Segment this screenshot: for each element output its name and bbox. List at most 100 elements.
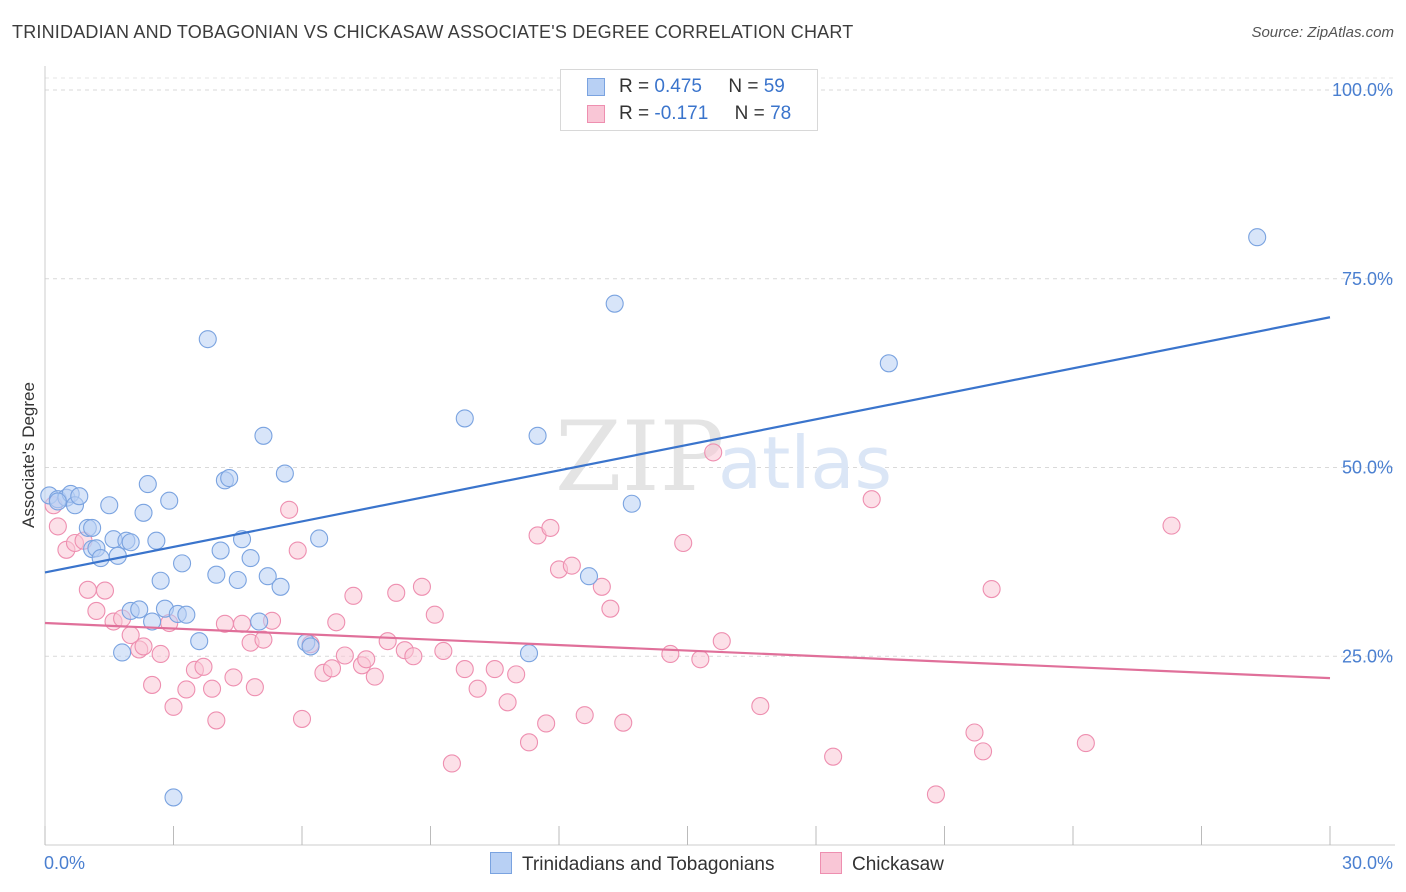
trinidadian-point: [138, 475, 157, 494]
chickasaw-point: [412, 577, 431, 596]
chickasaw-point: [378, 632, 397, 651]
chickasaw-point: [455, 660, 474, 679]
trinidadian-point: [121, 533, 140, 552]
watermark-zip: ZIP: [555, 401, 724, 513]
chickasaw-point: [387, 583, 406, 602]
chickasaw-point: [519, 733, 539, 752]
chickasaw-point: [691, 650, 710, 669]
bottom-legend-swatch-trinidadian: [490, 852, 512, 874]
chickasaw-point: [442, 754, 461, 773]
trinidadian-point: [100, 496, 119, 515]
chickasaw-point: [134, 637, 153, 656]
trinidadian-point: [579, 567, 599, 586]
chickasaw-point: [292, 709, 312, 728]
trinidadian-point: [879, 354, 898, 373]
trinidadian-point: [130, 600, 149, 619]
chickasaw-point: [965, 723, 984, 742]
trinidadian-point: [198, 330, 217, 349]
y-axis-label: Associate's Degree: [19, 382, 38, 528]
chickasaw-point: [973, 742, 993, 761]
chickasaw-point: [926, 785, 945, 804]
trinidadian-point: [271, 577, 290, 596]
chickasaw-point: [614, 713, 633, 732]
trinidadian-point: [160, 491, 179, 510]
legend-r-value: -0.171: [654, 103, 709, 124]
chickasaw-point: [425, 605, 444, 624]
trinidadian-point: [220, 469, 239, 488]
chickasaw-point: [280, 500, 299, 519]
legend-n-value: 78: [770, 103, 792, 124]
chickasaw-point: [78, 580, 97, 599]
chickasaw-trend-line: [44, 621, 1331, 680]
chickasaw-point: [1162, 516, 1181, 535]
trinidadian-point: [605, 294, 624, 313]
trinidadian-point: [622, 494, 641, 513]
axes: [44, 66, 1395, 846]
trinidadian-point: [134, 503, 153, 522]
trinidadian-point: [83, 518, 102, 537]
chickasaw-point: [95, 581, 115, 600]
chickasaw-point: [207, 711, 226, 730]
y-tick-label: 25.0%: [1342, 646, 1393, 666]
chickasaw-point: [335, 646, 354, 665]
bottom-legend-trinidadian: Trinidadians and Tobagonians: [490, 852, 774, 876]
chickasaw-point: [537, 714, 556, 733]
chickasaw-point: [344, 586, 363, 605]
chickasaw-point: [507, 665, 526, 684]
legend-n-value: 59: [763, 76, 785, 97]
trinidadian-point: [519, 644, 539, 663]
trinidadian-point: [310, 529, 329, 548]
chickasaw-point: [485, 660, 504, 679]
chickasaw-point: [498, 693, 517, 712]
grid-lines: [45, 77, 1395, 657]
chart-title: TRINIDADIAN AND TOBAGONIAN VS CHICKASAW …: [12, 22, 854, 42]
x-tick-label: 0.0%: [44, 853, 85, 873]
legend-r-label: R =: [619, 103, 650, 124]
bottom-legend-label-trinidadian: Trinidadians and Tobagonians: [522, 854, 775, 875]
trinidadian-point: [258, 567, 277, 586]
chickasaw-point: [194, 657, 213, 676]
bottom-legend-swatch-chickasaw: [820, 852, 842, 874]
chickasaw-point: [982, 580, 1001, 599]
chickasaw-point: [357, 650, 376, 669]
chickasaw-point: [704, 443, 723, 462]
trinidadian-point: [207, 565, 226, 584]
legend-swatch-trinidadian: [587, 78, 605, 96]
chickasaw-point: [674, 533, 693, 553]
chickasaw-point: [48, 517, 67, 536]
y-tick-label: 100.0%: [1332, 80, 1393, 100]
chickasaw-point: [87, 601, 106, 621]
legend-r-label: R =: [619, 76, 650, 97]
chickasaw-point: [1076, 734, 1095, 753]
chickasaw-point: [434, 641, 453, 661]
trinidadian-point: [211, 541, 230, 560]
chickasaw-point: [562, 556, 581, 575]
trinidadian-point: [301, 637, 320, 656]
trinidadian-point: [228, 570, 247, 590]
bottom-legend-label-chickasaw: Chickasaw: [852, 854, 944, 875]
y-tick-label: 75.0%: [1342, 269, 1393, 289]
y-tick-label: 50.0%: [1342, 458, 1393, 478]
trinidadian-point: [177, 605, 196, 624]
chickasaw-point: [404, 647, 423, 666]
chickasaw-point: [143, 675, 162, 694]
chickasaw-point: [751, 697, 770, 716]
data-points: [40, 228, 1267, 807]
trinidadian-point: [147, 531, 166, 550]
chickasaw-point: [322, 659, 342, 678]
trinidadian-point: [254, 426, 273, 445]
chickasaw-point: [661, 644, 680, 664]
trinidadian-point: [528, 426, 547, 445]
watermark-atlas: atlas: [718, 421, 892, 505]
trinidadian-point: [164, 788, 183, 807]
chickasaw-point: [288, 541, 307, 560]
chickasaw-point: [203, 679, 222, 698]
chickasaw-point: [601, 599, 620, 618]
tick-labels: 25.0% 50.0% 75.0% 100.0% 0.0% 30.0%: [44, 80, 1393, 873]
trinidadian-point: [113, 643, 132, 662]
chickasaw-point: [327, 613, 346, 632]
trinidadian-point: [1248, 228, 1267, 247]
trinidadian-point: [173, 554, 192, 573]
chickasaw-point: [824, 747, 843, 766]
